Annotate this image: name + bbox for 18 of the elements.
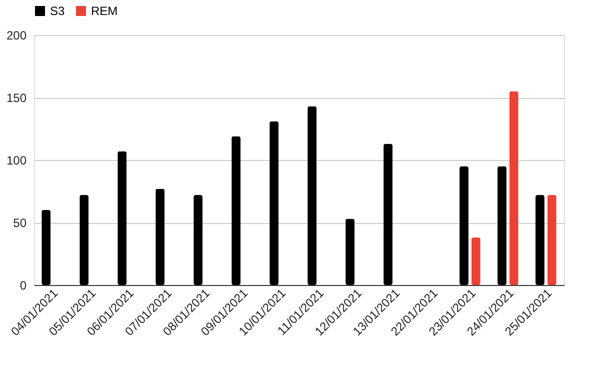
bar [547,195,556,285]
bar [509,91,518,285]
bar [42,210,51,285]
bar [156,188,165,285]
bar [232,136,241,285]
bar [194,195,203,285]
bar [80,195,89,285]
bar [270,121,279,285]
bar [308,106,317,285]
y-tick-label: 200 [6,28,27,42]
y-tick-label: 0 [20,278,27,292]
legend-label: S3 [50,4,66,18]
y-tick-label: 100 [6,154,27,168]
y-tick-label: 150 [6,91,27,105]
bar [471,238,480,285]
legend-label: REM [91,4,118,18]
bar [118,151,127,285]
y-tick-label: 50 [13,216,27,230]
